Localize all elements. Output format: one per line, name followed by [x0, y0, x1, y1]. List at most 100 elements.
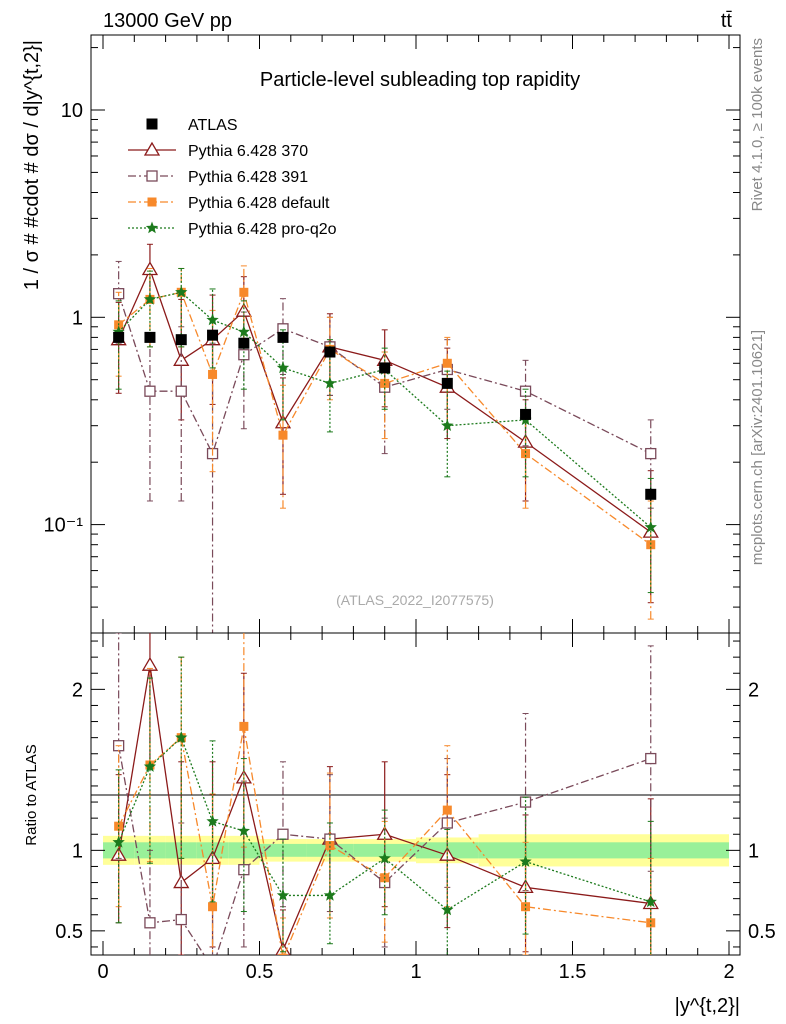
ratio-data-point: [208, 963, 218, 973]
legend-label: Pythia 6.428 391: [188, 169, 308, 186]
main-data-point: [278, 430, 288, 440]
ratio-series-3: [112, 656, 657, 955]
main-data-point: [206, 313, 219, 326]
main-data-point: [441, 377, 453, 389]
side-label-rivet: Rivet 4.1.0, ≥ 100k events: [749, 38, 766, 211]
legend-label: Pythia 6.428 pro-q2o: [188, 221, 337, 238]
side-label-site: mcplots.cern.ch [arXiv:2401.10621]: [749, 330, 766, 565]
ratio-data-point: [175, 913, 187, 926]
legend-marker: [143, 141, 161, 156]
ratio-panel: 0.5 0.5 1 1 2 2 0 0.5 1 1.5 2 Ratio to ATLAS |y^{t…: [23, 632, 776, 1017]
ratio-data-point: [521, 902, 531, 912]
main-data-point: [646, 540, 656, 550]
main-data-point: [645, 447, 657, 460]
ratio-data-point: [277, 828, 289, 840]
main-series: [110, 243, 659, 633]
main-y-tick-label: 10: [61, 100, 83, 122]
ratio-data-point: [519, 855, 532, 867]
ratio-y-tick-label: 1: [72, 840, 83, 862]
main-panel: 10 1 10⁻¹ Particle-level subleading top ra…: [21, 34, 741, 634]
ratio-data-point: [441, 903, 454, 916]
ratio-data-point: [278, 953, 288, 955]
main-data-point: [520, 408, 532, 420]
main-data-point: [175, 334, 187, 346]
ratio-data-point: [378, 851, 391, 864]
main-data-point: [324, 346, 336, 358]
main-y-axis-label: 1 / σ # #cdot # dσ / d|y^{t,2}|: [21, 40, 43, 290]
ratio-y-axis-label: Ratio to ATLAS: [23, 744, 40, 845]
ratio-data-point: [325, 841, 335, 851]
main-y-tick-label: 1: [72, 307, 83, 329]
main-data-point: [207, 329, 219, 341]
ratio-data-point: [239, 721, 249, 731]
main-data-point: [645, 488, 657, 500]
main-data-point: [208, 369, 218, 379]
ratio-uncertainty-bands: [103, 834, 729, 867]
legend-entry: Pythia 6.428 pro-q2o: [128, 221, 337, 238]
ratio-axis-ticks: 0.5 0.5 1 1 2 2 0 0.5 1 1.5 2: [55, 633, 776, 983]
main-series-2: [113, 260, 657, 633]
main-series-1: [110, 243, 659, 604]
legend-entry: ATLAS: [146, 117, 238, 134]
analysis-id: (ATLAS_2022_I2077575): [336, 592, 494, 608]
main-data-point: [521, 449, 531, 459]
ratio-series-line: [118, 726, 651, 955]
x-tick-label: 2: [723, 961, 734, 983]
ratio-data-point: [175, 731, 188, 743]
main-data-point: [112, 325, 125, 338]
ratio-data-point: [143, 760, 157, 772]
main-data-point: [379, 362, 391, 374]
x-tick-label: 1.5: [559, 961, 587, 983]
ratio-y-tick-label-right: 2: [748, 679, 759, 701]
energy-label: 13000 GeV pp: [103, 10, 232, 32]
main-data-point: [238, 337, 250, 349]
legend-label: Pythia 6.428 default: [188, 195, 330, 212]
main-data-point: [175, 385, 187, 397]
main-data-point: [323, 376, 337, 389]
legend-entry: Pythia 6.428 370: [128, 141, 308, 160]
main-series-0: [113, 329, 657, 501]
x-axis-label: |y^{t,2}|: [675, 995, 740, 1017]
main-data-point: [143, 292, 157, 305]
main-y-tick-label: 10⁻¹: [44, 515, 84, 537]
x-tick-label: 0.5: [246, 961, 274, 983]
ratio-data-point: [141, 656, 159, 671]
legend-label: ATLAS: [188, 117, 238, 134]
ratio-data-point: [208, 902, 218, 912]
legend: ATLAS Pythia 6.428 370 Pythia 6.428 391 Pyt…: [128, 117, 337, 238]
main-data-point: [644, 520, 657, 533]
main-axis-ticks: 10 1 10⁻¹: [44, 35, 740, 634]
main-data-point: [144, 331, 156, 343]
ratio-data-point: [206, 814, 219, 827]
main-data-point: [441, 419, 454, 431]
legend-marker: [147, 197, 157, 207]
legend-entry: Pythia 6.428 default: [128, 195, 330, 212]
legend-marker: [146, 170, 158, 182]
ratio-data-point: [237, 824, 250, 837]
ratio-data-point: [644, 895, 657, 908]
legend-entry: Pythia 6.428 391: [128, 169, 308, 186]
ratio-y-tick-label: 2: [72, 679, 83, 701]
x-tick-label: 0: [97, 961, 108, 983]
ratio-y-tick-label-right: 1: [748, 840, 759, 862]
ratio-data-point: [645, 752, 657, 765]
ratio-y-tick-label: 0.5: [55, 921, 83, 943]
main-series-4: [112, 267, 657, 594]
legend-marker: [146, 118, 158, 130]
ratio-data-point: [276, 888, 290, 901]
main-data-point: [144, 385, 156, 397]
ratio-data-point: [144, 917, 156, 929]
ratio-y-tick-label-right: 0.5: [748, 921, 776, 943]
main-data-point: [239, 287, 249, 297]
main-data-point: [277, 331, 289, 343]
process-label: tt̄: [721, 10, 733, 32]
legend-label: Pythia 6.428 370: [188, 143, 308, 160]
plot-title: Particle-level subleading top rapidity: [260, 69, 580, 91]
ratio-data-point: [646, 918, 656, 928]
ratio-data-point: [323, 888, 337, 901]
ratio-series: [110, 633, 659, 973]
ratio-frame: [90, 632, 741, 956]
main-data-point: [276, 361, 290, 374]
main-data-point: [175, 285, 188, 298]
